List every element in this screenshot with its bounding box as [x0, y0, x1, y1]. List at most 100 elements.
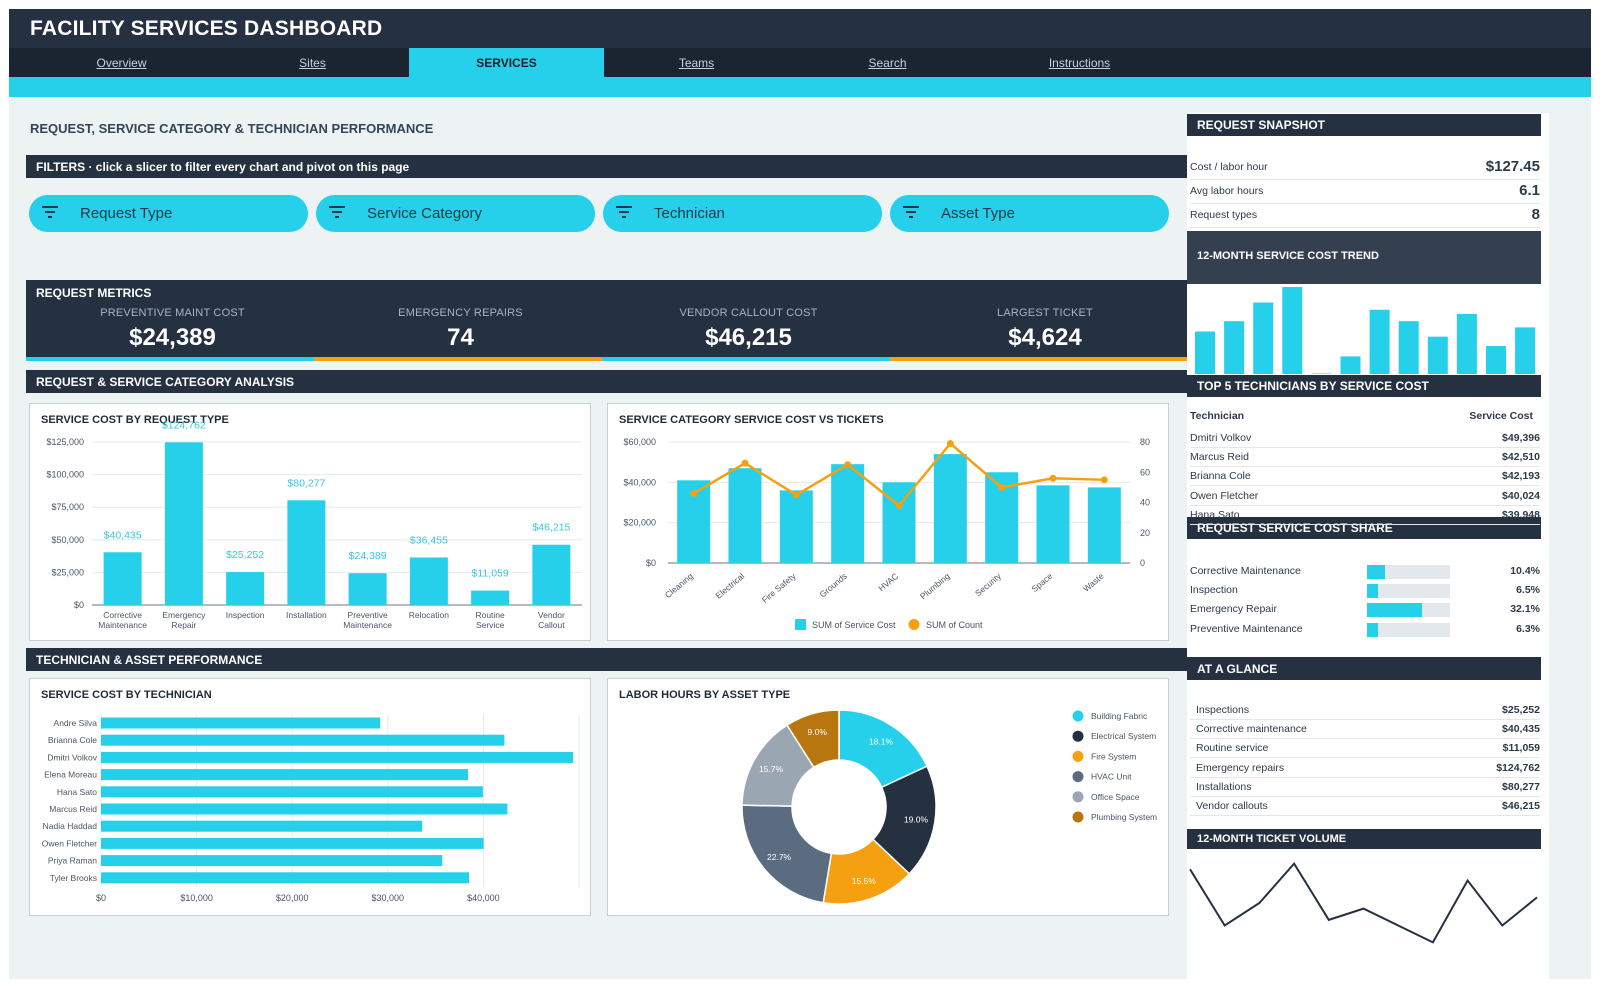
- legend-swatch: [1072, 710, 1084, 722]
- row-value: 10.4%: [1510, 565, 1540, 577]
- legend-swatch: [1072, 750, 1084, 762]
- metric-value: $24,389: [129, 324, 216, 351]
- count-point: [998, 483, 1006, 491]
- app-title: FACILITY SERVICES DASHBOARD: [30, 17, 383, 40]
- y2-tick-label: 0: [1140, 558, 1145, 568]
- slicer-asset-type[interactable]: Asset Type: [890, 195, 1169, 232]
- bar: [226, 572, 265, 605]
- slice-label: 18.1%: [869, 736, 894, 746]
- bar: [1282, 287, 1303, 374]
- bar: [348, 573, 387, 605]
- row-value: $39,948: [1502, 508, 1540, 521]
- technician-chart-panel: SERVICE COST BY TECHNICIAN $0 $10,000 $20,…: [29, 678, 591, 916]
- count-point: [844, 461, 852, 469]
- bar: [933, 454, 967, 563]
- legend-label: HVAC Unit: [1091, 772, 1132, 782]
- tab-services[interactable]: SERVICES: [409, 48, 604, 77]
- bar: [1369, 309, 1390, 374]
- top5-row: Hana Sato $39,948: [1190, 506, 1540, 525]
- y-tick-label: Marcus Reid: [49, 804, 97, 814]
- y-tick-label: $100,000: [46, 470, 84, 480]
- share-bar-track: [1367, 603, 1450, 618]
- x-tick-label: Service: [476, 620, 505, 630]
- row-value: $11,059: [1502, 742, 1540, 755]
- x-tick-label: Space: [1029, 571, 1054, 594]
- x-tick-label: $20,000: [276, 893, 309, 903]
- bar: [1253, 302, 1274, 374]
- ticket-volume-header: 12-MONTH TICKET VOLUME: [1187, 829, 1541, 849]
- y-tick-label: Elena Moreau: [44, 770, 97, 780]
- bar: [164, 442, 203, 605]
- x-tick-label: $30,000: [372, 893, 405, 903]
- x-tick-label: Waste: [1081, 571, 1106, 594]
- slice-label: 15.5%: [852, 876, 877, 886]
- tab-sites[interactable]: Sites: [299, 56, 326, 70]
- bar: [101, 820, 423, 832]
- y-tick-label: Andre Silva: [54, 718, 98, 728]
- x-tick-label: Vendor: [538, 610, 565, 620]
- y-tick-label: Tyler Brooks: [50, 873, 97, 883]
- top5-row: Marcus Reid $42,510: [1190, 448, 1540, 468]
- metric-accent: [602, 357, 895, 361]
- metric-accent: [890, 357, 1200, 361]
- category-combo-chart: $0 $20,000 $40,000 $60,000 0 20 40 60 80 Cleaning…: [623, 437, 1150, 630]
- legend-label: SUM of Count: [926, 620, 983, 630]
- bar: [779, 490, 813, 563]
- metrics-header: REQUEST METRICS: [36, 286, 152, 300]
- bar: [101, 734, 505, 746]
- bar: [101, 872, 470, 884]
- tab-instructions[interactable]: Instructions: [1048, 56, 1111, 70]
- row-label: Request types: [1190, 209, 1258, 221]
- chart-title: SERVICE COST BY TECHNICIAN: [41, 689, 212, 701]
- y-tick-label: $0: [646, 558, 656, 568]
- row-value: $25,252: [1502, 704, 1540, 716]
- y-tick-label: Nadia Haddad: [43, 821, 98, 831]
- tab-teams[interactable]: Teams: [678, 56, 715, 70]
- y-tick-label: $60,000: [623, 437, 656, 447]
- y2-tick-label: 80: [1140, 437, 1150, 447]
- chart-title: 12-MONTH SERVICE COST TREND: [1197, 250, 1379, 262]
- bar: [1486, 346, 1506, 374]
- bar: [1398, 321, 1419, 374]
- slice-label: 9.0%: [808, 727, 828, 737]
- row-label: Corrective maintenance: [1196, 723, 1307, 736]
- legend-label: Plumbing System: [1091, 812, 1157, 822]
- row-label: Emergency Repair: [1190, 603, 1277, 616]
- slicer-request-type[interactable]: Request Type: [29, 195, 308, 232]
- asset-donut-chart: 18.1% 19.0% 15.5% 22.7% 15.7% 9.0% Building Fa…: [741, 709, 1157, 905]
- chart-title: LABOR HOURS BY ASSET TYPE: [619, 689, 791, 701]
- legend-label: Building Fabric: [1091, 711, 1148, 721]
- count-point: [690, 489, 698, 497]
- x-tick-label: Corrective: [103, 610, 142, 620]
- snapshot-row: Request types 8: [1190, 206, 1540, 228]
- row-label: Marcus Reid: [1190, 451, 1249, 464]
- data-label: $36,455: [410, 534, 448, 546]
- legend-swatch: [1072, 791, 1084, 803]
- y-tick-label: Brianna Cole: [48, 735, 97, 745]
- tab-overview[interactable]: Overview: [96, 56, 147, 70]
- y2-tick-label: 60: [1140, 467, 1150, 477]
- top5-header: TOP 5 TECHNICIANS BY SERVICE COST: [1187, 375, 1541, 397]
- metric-accent: [314, 357, 607, 361]
- metric-value: 74: [447, 324, 474, 351]
- row-value: $40,024: [1502, 489, 1540, 502]
- col-service-cost: Service Cost: [1469, 410, 1533, 422]
- data-label: $40,435: [104, 529, 142, 541]
- slicer-service-category[interactable]: Service Category: [316, 195, 595, 232]
- bar: [101, 769, 469, 781]
- x-tick-label: Relocation: [409, 610, 449, 620]
- tab-search[interactable]: Search: [868, 56, 907, 70]
- count-point: [1049, 474, 1057, 482]
- bar: [1087, 487, 1121, 563]
- legend-label: SUM of Service Cost: [812, 620, 896, 630]
- slicer-technician[interactable]: Technician: [603, 195, 882, 232]
- glance-row: Vendor callouts $46,215: [1190, 797, 1540, 816]
- bar: [532, 544, 571, 605]
- slice-label: 22.7%: [767, 852, 792, 862]
- nav-accent-stripe: [9, 77, 1591, 97]
- y-tick-label: Priya Raman: [48, 856, 97, 866]
- filters-header: FILTERS · click a slicer to filter every…: [26, 155, 1200, 178]
- chart-title: SERVICE COST BY REQUEST TYPE: [41, 414, 229, 426]
- metric-emergency-repairs: EMERGENCY REPAIRS 74: [314, 280, 607, 361]
- legend-swatch: [1072, 771, 1084, 783]
